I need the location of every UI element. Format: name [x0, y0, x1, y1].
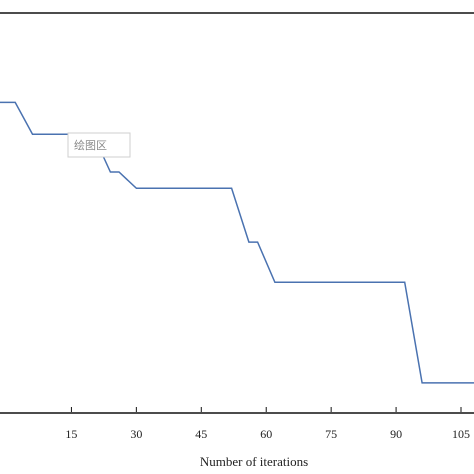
series-line — [0, 101, 474, 384]
series-layer — [0, 101, 474, 384]
x-tick-label: 105 — [452, 427, 470, 441]
x-axis-ticks — [70, 407, 462, 412]
plot-area-tooltip: 绘图区 — [67, 132, 131, 158]
x-tick-label: 75 — [325, 427, 337, 441]
x-tick-label: 60 — [260, 427, 272, 441]
tooltip-label: 绘图区 — [74, 138, 107, 152]
tooltip-box — [67, 132, 131, 158]
plot-frame — [0, 12, 474, 414]
x-tick-label: 15 — [65, 427, 77, 441]
x-tick-label: 45 — [195, 427, 207, 441]
x-axis-tick-labels: 15 30 45 60 75 90 105 — [65, 427, 470, 441]
x-axis-title: Number of iterations — [200, 454, 308, 469]
x-tick-label: 90 — [390, 427, 402, 441]
x-tick-label: 30 — [130, 427, 142, 441]
